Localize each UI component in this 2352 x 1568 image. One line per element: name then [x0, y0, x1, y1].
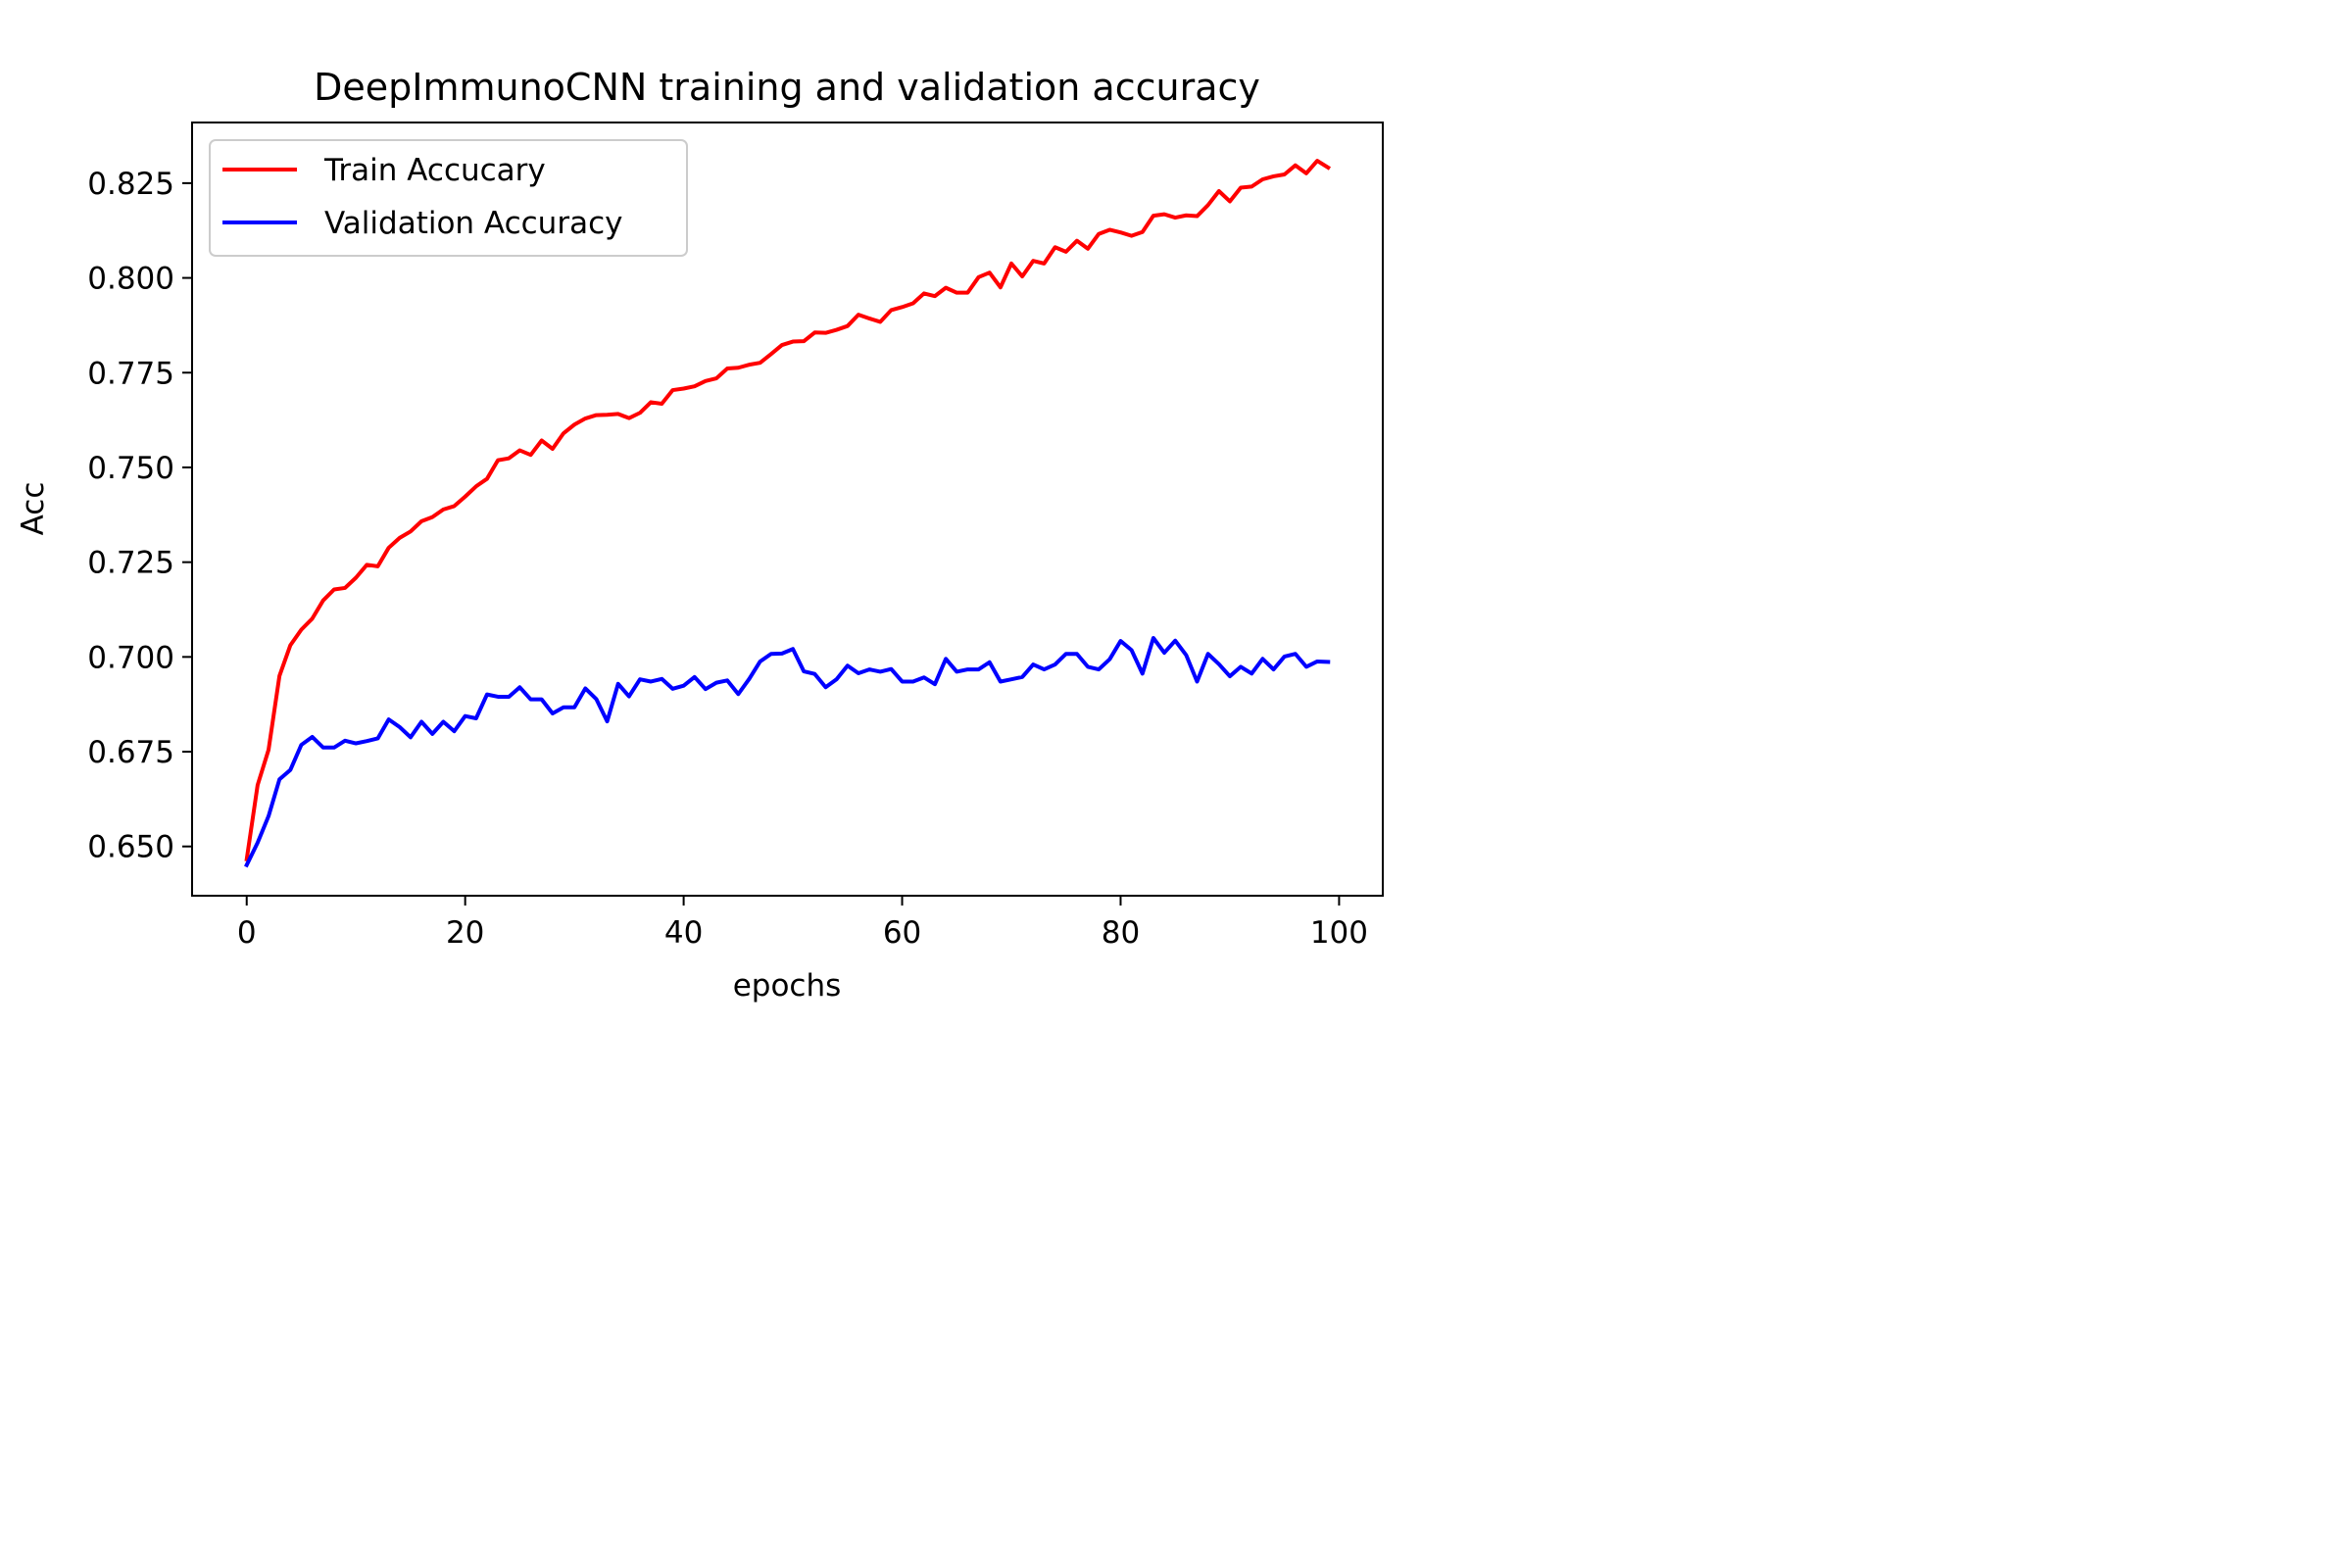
- series-line-train: [244, 159, 1332, 862]
- x-tick-label: 80: [1102, 915, 1140, 951]
- y-tick-label: 0.725: [87, 546, 174, 581]
- x-tick-label: 100: [1310, 915, 1368, 951]
- y-tick-label: 0.675: [87, 735, 174, 770]
- x-axis: 0 20 40 60 80 100: [237, 896, 1368, 951]
- x-tick-label: 60: [883, 915, 921, 951]
- y-tick-label: 0.650: [87, 830, 174, 865]
- y-tick-label: 0.750: [87, 451, 174, 486]
- y-axis-label: Acc: [16, 482, 51, 536]
- y-tick-label: 0.800: [87, 262, 174, 297]
- x-tick-label: 40: [664, 915, 703, 951]
- y-tick-label: 0.825: [87, 167, 174, 202]
- legend: Train Accucary Validation Accuracy: [209, 139, 688, 257]
- y-axis: 0.650 0.675 0.700 0.725 0.750 0.775 0.800 0.825: [87, 167, 192, 865]
- legend-label-validation: Validation Accuracy: [324, 206, 622, 241]
- chart: DeepImmunoCNN training and validation ac…: [0, 0, 1533, 1021]
- series-line-validation: [244, 636, 1331, 868]
- legend-box: [209, 139, 688, 257]
- plot-frame: [191, 122, 1384, 897]
- chart-title: DeepImmunoCNN training and validation ac…: [314, 66, 1260, 109]
- y-tick-label: 0.700: [87, 640, 174, 675]
- line-chart: DeepImmunoCNN training and validation ac…: [0, 0, 1533, 1021]
- x-axis-label: epochs: [733, 968, 842, 1004]
- legend-label-train: Train Accucary: [323, 153, 546, 188]
- x-tick-label: 0: [237, 915, 257, 951]
- y-tick-label: 0.775: [87, 356, 174, 391]
- x-tick-label: 20: [446, 915, 484, 951]
- series-lines: [244, 159, 1332, 868]
